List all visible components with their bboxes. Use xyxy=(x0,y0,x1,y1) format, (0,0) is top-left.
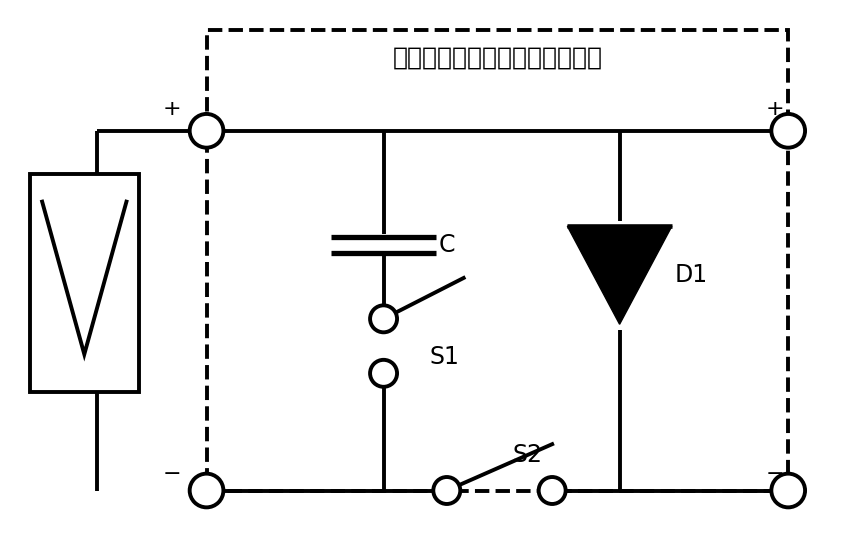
Ellipse shape xyxy=(539,477,566,504)
Ellipse shape xyxy=(190,474,223,507)
Bar xyxy=(207,30,788,490)
Ellipse shape xyxy=(771,114,805,148)
Text: +: + xyxy=(163,99,181,119)
Text: S1: S1 xyxy=(430,345,459,369)
Text: S2: S2 xyxy=(513,443,543,467)
Ellipse shape xyxy=(433,477,460,504)
Ellipse shape xyxy=(370,360,397,387)
Bar xyxy=(30,174,139,392)
Text: D1: D1 xyxy=(674,263,707,287)
Text: 光伏组件输出特性曲线获取电路: 光伏组件输出特性曲线获取电路 xyxy=(392,45,603,69)
Polygon shape xyxy=(567,226,672,324)
Ellipse shape xyxy=(370,305,397,332)
Text: −: − xyxy=(163,464,181,484)
Ellipse shape xyxy=(190,114,223,148)
Text: C: C xyxy=(438,233,455,257)
Text: −: − xyxy=(765,464,784,484)
Ellipse shape xyxy=(771,474,805,507)
Text: +: + xyxy=(765,99,784,119)
